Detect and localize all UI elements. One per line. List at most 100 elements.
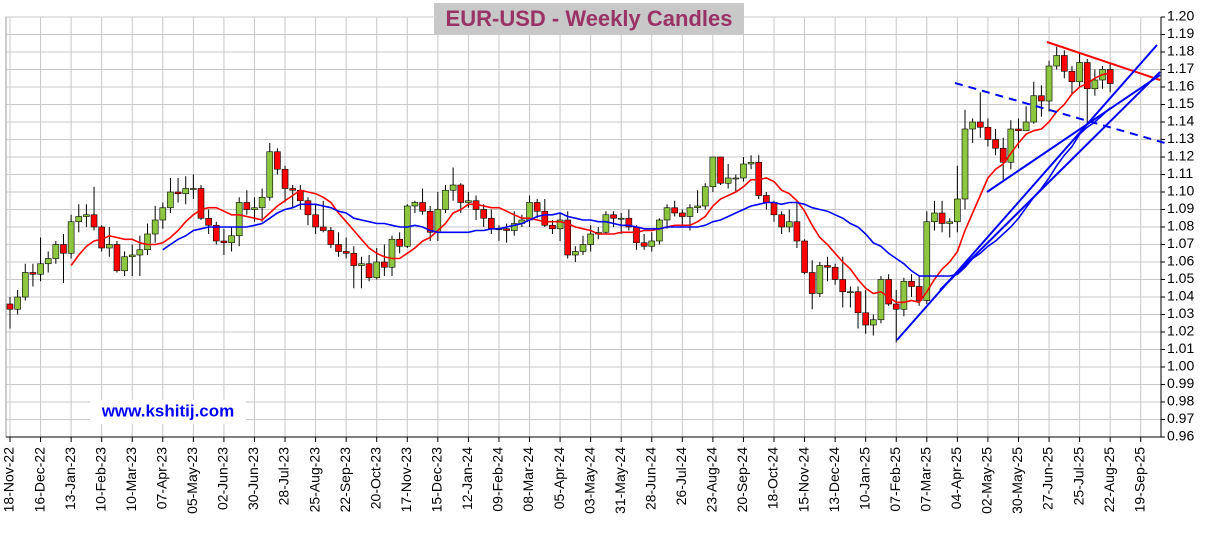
candle-body [1022,121,1030,132]
watermark-box [90,400,246,424]
candle-body [763,195,770,203]
x-tick-label: 16-Dec-22 [31,447,47,513]
candle-body [14,296,21,310]
candle-body [556,219,564,230]
candle-body [992,139,999,149]
y-tick-label: 1.02 [1167,323,1194,339]
y-tick-label: 0.99 [1167,375,1194,391]
candle-body [289,188,296,191]
candle-body [6,303,14,310]
y-tick-label: 1.14 [1167,113,1194,129]
x-tick-label: 23-Aug-24 [704,447,720,513]
candle-body [52,244,60,259]
candle-body [839,279,847,293]
candle-body [113,244,121,272]
candle-body [686,207,694,217]
candle-body [663,207,671,221]
candle-body [442,189,449,210]
chart-title: EUR-USD - Weekly Candles [446,6,733,31]
candle-body [174,191,182,195]
candle-body [717,156,724,184]
y-tick-label: 1.04 [1167,288,1194,304]
candle-body [923,221,931,301]
x-tick-label: 05-Apr-24 [551,447,567,509]
x-tick-label: 18-Oct-24 [765,447,781,509]
y-tick-label: 1.00 [1167,358,1194,374]
candle-body [182,188,190,195]
candle-body [136,249,144,256]
y-tick-label: 1.07 [1167,235,1194,251]
y-tick-label: 1.19 [1167,25,1194,41]
x-tick-label: 22-Sep-23 [337,447,353,513]
candle-body [610,214,617,219]
candle-body [212,224,220,242]
candle-body [381,261,388,268]
candle-body [572,251,579,256]
candle-body [740,163,747,179]
candle-body [625,217,633,228]
x-tick-label: 07-Apr-23 [154,447,170,509]
candle-body [159,207,167,221]
candle-body [770,202,778,216]
candle-body [931,212,938,223]
x-tick-label: 03-May-24 [581,447,597,514]
trendline [896,44,1158,341]
x-tick-label: 13-Dec-24 [826,447,842,513]
moving-average [162,107,1111,277]
candle-body [633,226,640,244]
candle-body [44,258,52,265]
candle-body [197,188,205,219]
candle-body [862,312,869,326]
candle-body [1007,128,1015,163]
candle-body [885,279,892,305]
candle-body [1091,79,1099,90]
candle-body [419,202,426,212]
x-tick-label: 12-Jan-24 [459,447,475,510]
x-tick-label: 25-Aug-23 [306,447,322,513]
candle-body [37,263,44,275]
trendline [1046,41,1161,81]
x-tick-label: 17-Nov-23 [398,447,414,513]
candle-body [892,303,900,310]
candle-body [465,200,472,203]
candle-body [205,217,212,226]
candle-body [243,202,251,210]
candle-body [83,214,90,217]
candle-body [640,242,648,247]
x-tick-label: 07-Mar-25 [918,447,934,512]
candle-body [121,256,128,272]
candle-body [1068,70,1076,83]
candle-body [1015,128,1022,132]
y-tick-label: 1.10 [1167,183,1194,199]
candle-body [701,186,709,207]
x-tick-label: 08-Mar-24 [520,447,536,512]
candle-body [426,210,434,233]
candle-body [908,280,915,287]
candle-body [976,121,984,128]
y-tick-label: 1.20 [1167,8,1194,24]
candle-body [587,233,594,245]
candle-body [266,151,274,198]
candle-body [831,266,839,280]
y-tick-label: 1.13 [1167,130,1194,146]
candle-body [824,265,831,268]
candle-body [388,238,396,268]
candle-body [29,272,37,275]
candle-body [870,319,877,326]
candle-body [724,177,732,184]
candle-body [411,202,419,207]
candle-body [190,188,197,190]
y-tick-label: 1.06 [1167,253,1194,269]
x-tick-label: 22-Aug-25 [1101,447,1117,513]
watermark: www.kshitij.com [101,401,235,420]
candle-body [327,230,335,245]
y-tick-label: 0.97 [1167,410,1194,426]
candle-body [1030,95,1038,123]
candle-body [75,216,83,223]
x-tick-label: 09-Feb-24 [490,447,506,512]
candle-body [151,219,159,235]
candle-body [1053,55,1060,67]
candle-body [564,219,572,256]
y-tick-label: 1.08 [1167,218,1194,234]
candle-body [228,235,235,244]
